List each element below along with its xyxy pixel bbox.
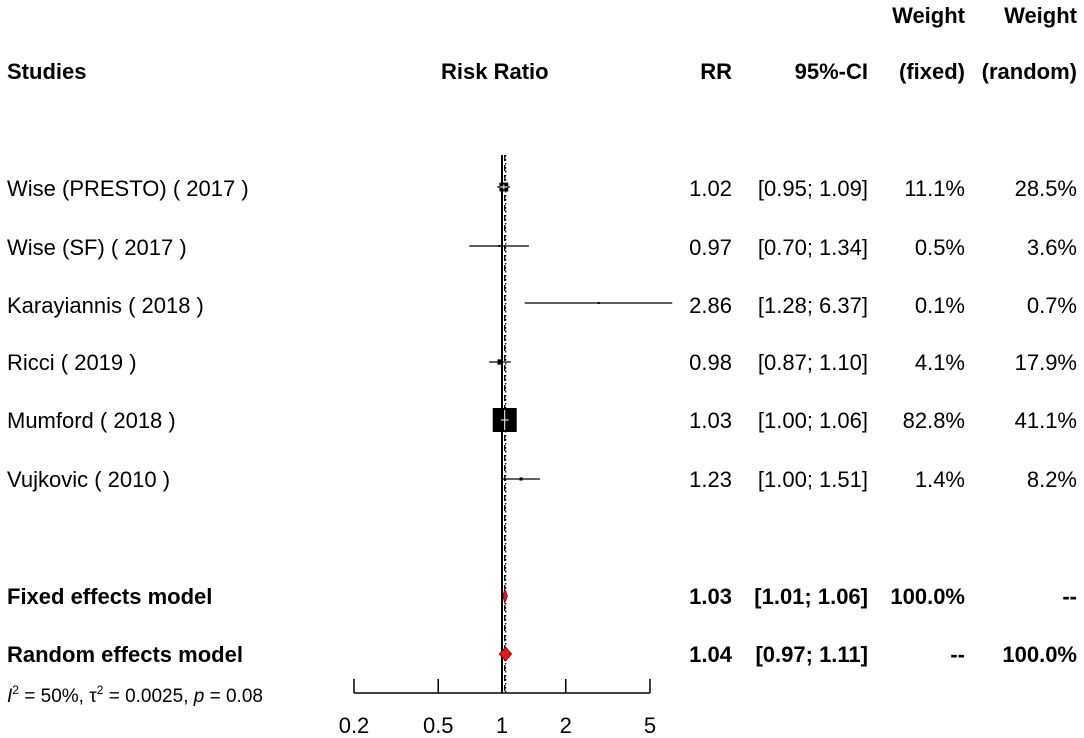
x-axis-tick-label: 5 <box>644 713 656 738</box>
study-label: Mumford ( 2018 ) <box>7 408 176 433</box>
p-value: = 0.08 <box>204 686 263 707</box>
x-axis-tick-label: 1 <box>496 713 508 738</box>
fixed-effects-ci: [1.01; 1.06] <box>754 584 868 609</box>
study-label: Karayiannis ( 2018 ) <box>7 293 204 318</box>
study-weight-fixed: 11.1% <box>904 176 965 201</box>
p-symbol: p <box>193 686 205 707</box>
i2-exponent: 2 <box>12 683 19 697</box>
study-rr: 2.86 <box>689 293 732 318</box>
tau-value: = 0.0025, <box>103 686 194 707</box>
random-effects-diamond <box>498 646 513 662</box>
study-rr: 1.03 <box>689 408 732 433</box>
study-weight-random: 41.1% <box>1014 408 1077 433</box>
fixed-effects-weight-random: -- <box>1062 584 1077 609</box>
header-studies: Studies <box>7 59 87 84</box>
study-label: Vujkovic ( 2010 ) <box>7 467 171 492</box>
x-axis-tick-label: 2 <box>560 713 572 738</box>
study-rr: 1.02 <box>689 176 732 201</box>
random-effects-weight-fixed: -- <box>950 642 965 667</box>
x-axis-tick-label: 0.2 <box>339 713 370 738</box>
heterogeneity-stats: I2 = 50%, τ2 = 0.0025, p = 0.08 <box>7 683 263 708</box>
study-ci: [1.00; 1.51] <box>757 467 868 492</box>
study-weight-fixed: 82.8% <box>902 408 965 433</box>
header-risk-ratio: Risk Ratio <box>441 59 549 84</box>
header-ci: 95%-CI <box>794 59 868 84</box>
x-axis-tick-label: 0.5 <box>423 713 454 738</box>
study-weight-fixed: 4.1% <box>914 350 965 375</box>
random-effects-label: Random effects model <box>7 642 243 667</box>
tau-symbol: τ <box>89 686 97 707</box>
random-effects-ci: [0.97; 1.11] <box>755 642 868 667</box>
study-weight-random: 17.9% <box>1014 350 1077 375</box>
study-ci: [1.28; 6.37] <box>757 293 868 318</box>
study-weight-fixed: 0.5% <box>914 235 965 260</box>
fixed-effects-rr: 1.03 <box>689 584 732 609</box>
random-effects-weight-random: 100.0% <box>1002 642 1077 667</box>
study-ci: [1.00; 1.06] <box>757 408 868 433</box>
study-weight-random: 0.7% <box>1026 293 1077 318</box>
fixed-effects-label: Fixed effects model <box>7 584 213 609</box>
study-rr: 0.98 <box>689 350 732 375</box>
random-effects-rr: 1.04 <box>689 642 732 667</box>
i2-symbol: I <box>7 686 13 707</box>
study-ci: [0.95; 1.09] <box>757 176 868 201</box>
header-rr: RR <box>700 59 732 84</box>
header-weight-fixed-top: Weight <box>892 3 965 28</box>
study-weight-random: 3.6% <box>1026 235 1077 260</box>
study-label: Wise (PRESTO) ( 2017 ) <box>7 176 249 201</box>
study-weight-fixed: 1.4% <box>914 467 965 492</box>
study-rr: 1.23 <box>689 467 732 492</box>
study-ci: [0.87; 1.10] <box>757 350 868 375</box>
study-weight-random: 28.5% <box>1014 176 1077 201</box>
tau-exponent: 2 <box>96 683 104 697</box>
header-weight-fixed-bottom: (fixed) <box>899 59 965 84</box>
header-weight-random-bottom: (random) <box>981 59 1077 84</box>
study-label: Ricci ( 2019 ) <box>7 350 137 375</box>
fixed-effects-weight-fixed: 100.0% <box>890 584 965 609</box>
study-weight-fixed: 0.1% <box>914 293 965 318</box>
i2-value: = 50%, <box>18 686 90 707</box>
study-ci: [0.70; 1.34] <box>757 235 868 260</box>
fixed-effects-diamond <box>502 587 508 605</box>
study-rr: 0.97 <box>689 235 732 260</box>
study-label: Wise (SF) ( 2017 ) <box>7 235 187 260</box>
header-weight-random-top: Weight <box>1004 3 1077 28</box>
study-weight-random: 8.2% <box>1026 467 1077 492</box>
